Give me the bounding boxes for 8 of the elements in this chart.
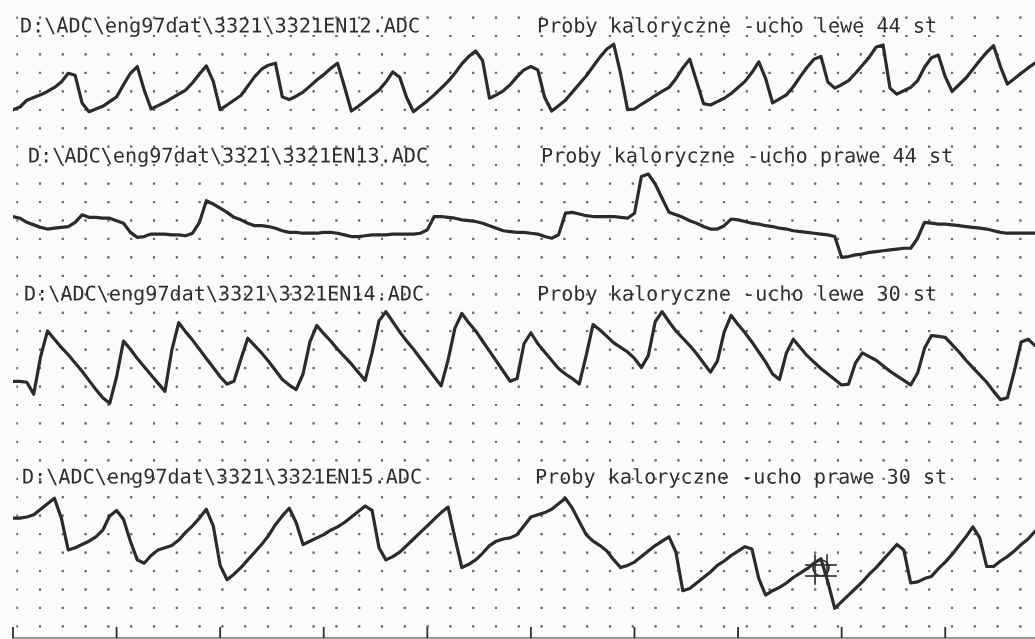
chart-subtitle: Proby kaloryczne -ucho lewe 44 st: [538, 17, 936, 37]
chart-title: D:\ADC\eng97dat\3321\3321EN12.ADC: [21, 17, 419, 37]
chart-title: D:\ADC\eng97dat\3321\3321EN14.ADC: [25, 285, 423, 305]
chart-subtitle: Proby kaloryczne -ucho lewe 30 st: [538, 285, 936, 305]
chart-subtitle: Proby kaloryczne -ucho prawe 30 st: [536, 468, 946, 488]
chart-subtitle: Proby kaloryczne -ucho prawe 44 st: [542, 147, 952, 167]
chart-title: D:\ADC\eng97dat\3321\3321EN13.ADC: [29, 147, 427, 167]
chart-title: D:\ADC\eng97dat\3321\3321EN15.ADC: [23, 468, 421, 488]
